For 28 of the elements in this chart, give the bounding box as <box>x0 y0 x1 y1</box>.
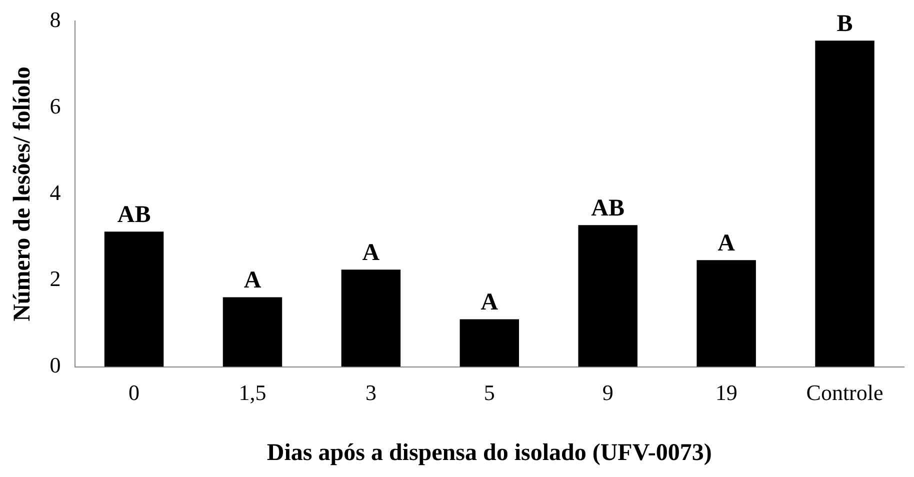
y-axis-title: Número de lesões/ folíolo <box>10 66 36 322</box>
bar <box>104 232 164 367</box>
x-tick-label: 5 <box>484 380 495 405</box>
x-tick-label: 19 <box>715 380 738 405</box>
y-tick-label: 2 <box>50 266 61 292</box>
x-tick-label: 3 <box>365 380 376 405</box>
x-tick-label: Controle <box>806 380 884 405</box>
x-axis-title: Dias após a dispensa do isolado (UFV-0073) <box>266 440 712 466</box>
bar <box>578 225 638 367</box>
annotation: A <box>480 289 499 316</box>
y-tick-label: 0 <box>50 352 61 378</box>
bar <box>341 270 401 367</box>
bar <box>222 297 282 367</box>
bar <box>696 260 756 367</box>
x-tick-label: 1,5 <box>238 380 266 405</box>
annotation: A <box>244 267 262 294</box>
annotation: B <box>836 10 853 37</box>
annotation: AB <box>591 195 625 222</box>
x-tick-label: 9 <box>602 380 614 405</box>
y-tick-label: 4 <box>50 180 61 205</box>
annotation: A <box>362 240 380 266</box>
annotation: AB <box>117 202 151 228</box>
x-tick-label: 0 <box>128 380 140 405</box>
y-tick-label: 6 <box>50 93 61 118</box>
bar <box>460 319 520 367</box>
bar <box>815 40 874 367</box>
y-tick-label: 8 <box>50 6 61 32</box>
annotation: A <box>718 230 736 256</box>
